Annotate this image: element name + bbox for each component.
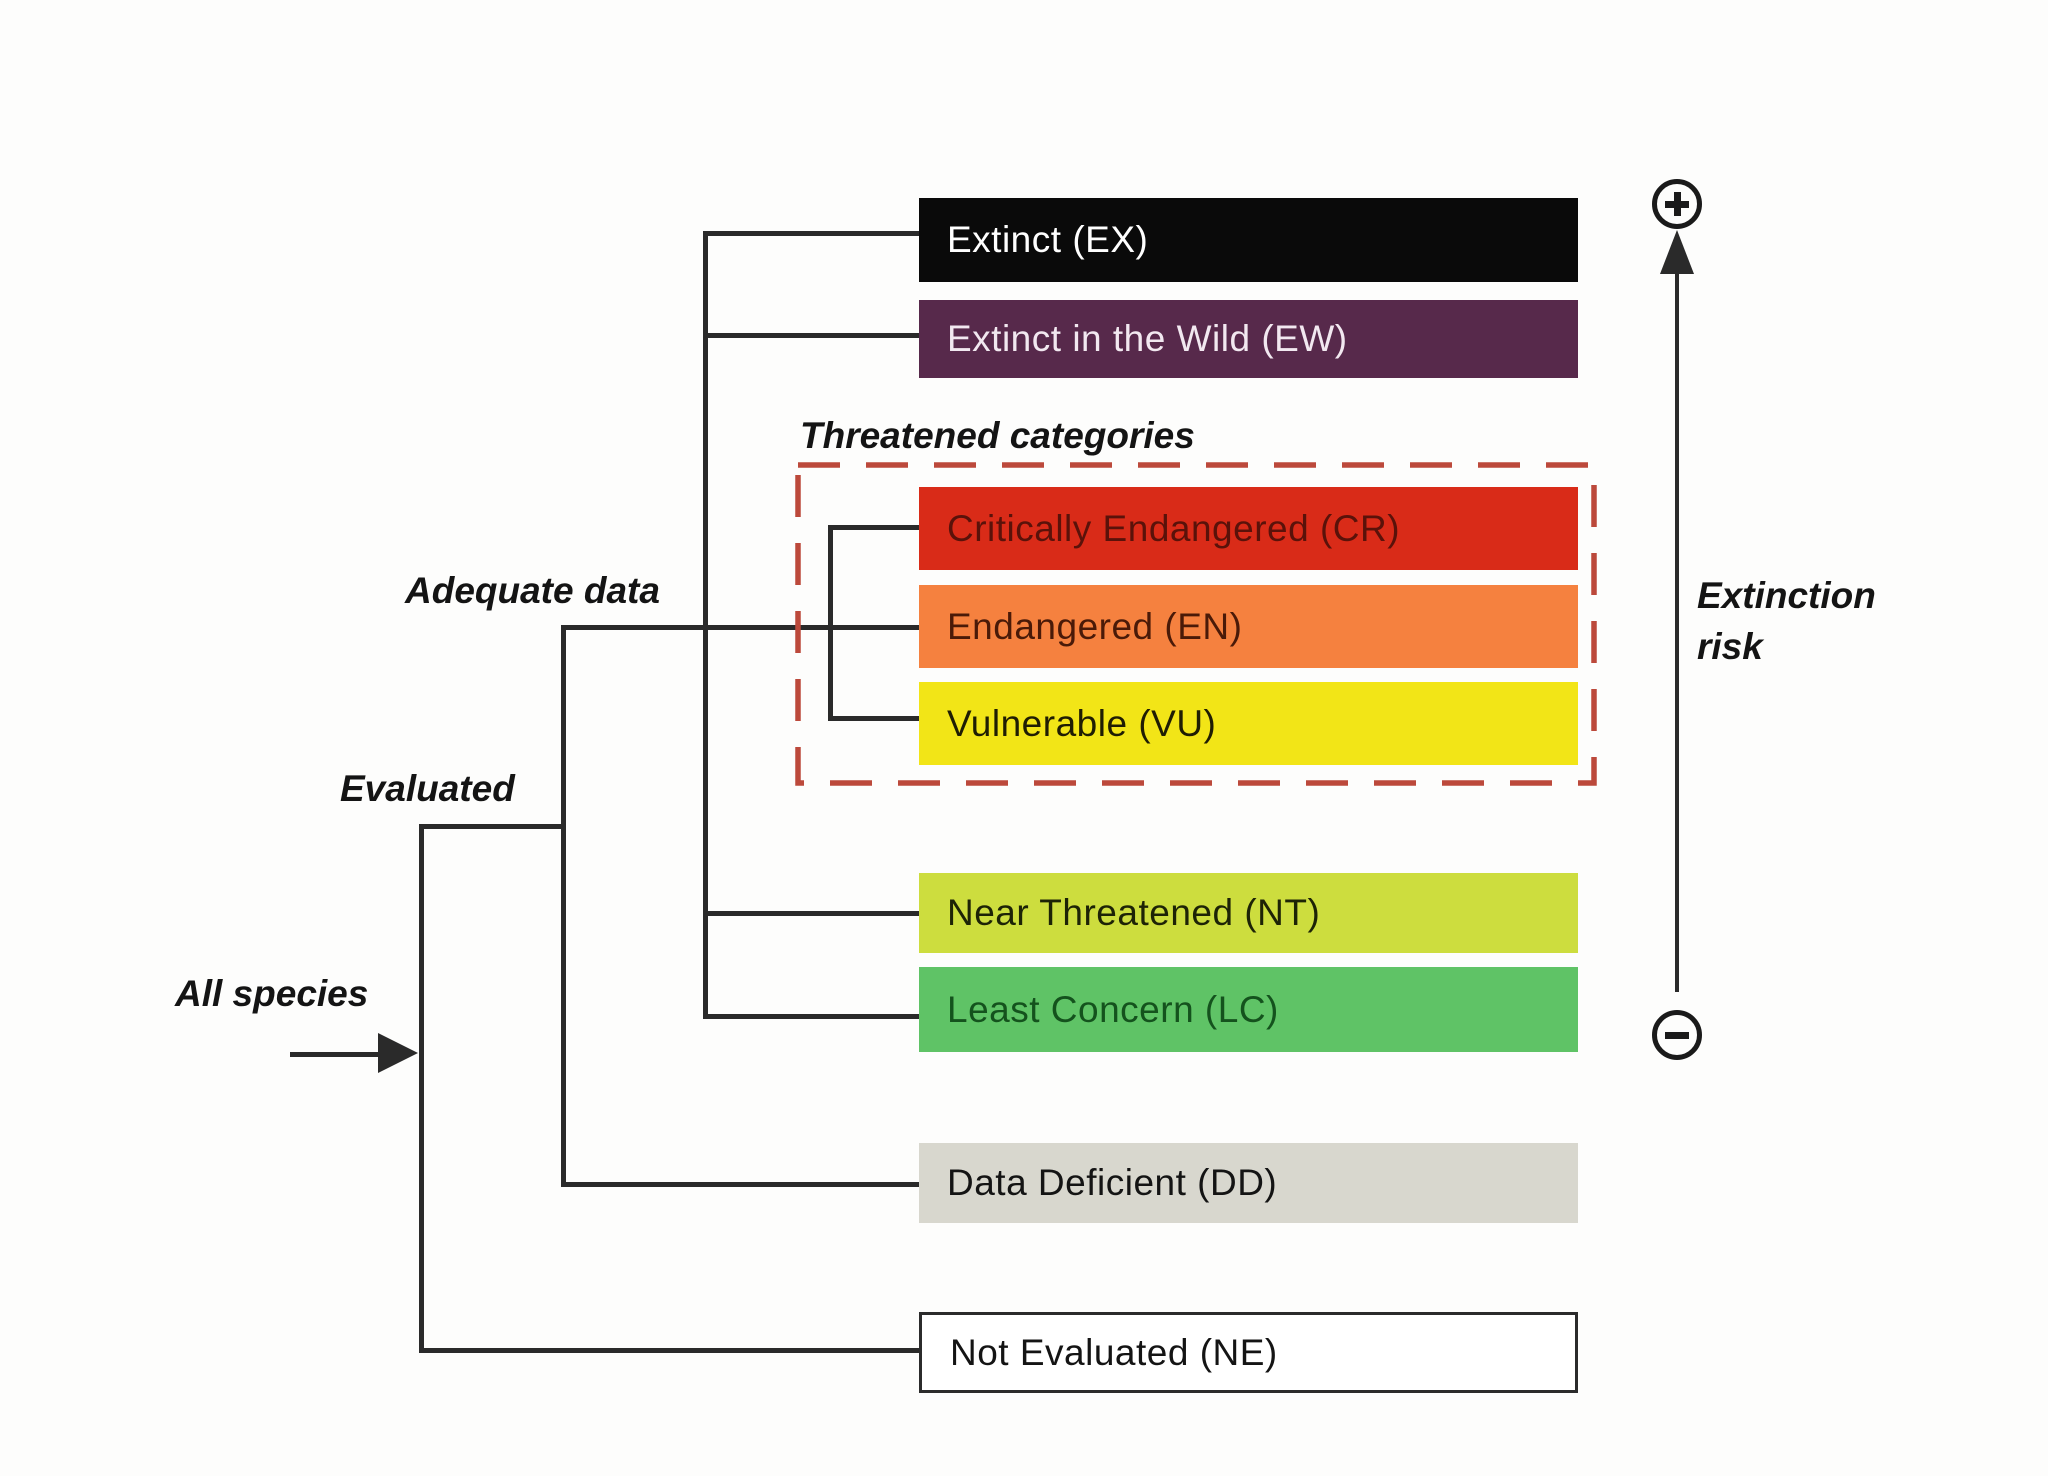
adequate-data-stem-line	[561, 625, 566, 1187]
category-bar-not-evaluated: Not Evaluated (NE)	[919, 1312, 1578, 1393]
evaluated-branch-line	[419, 824, 566, 829]
category-label-least-concern: Least Concern (LC)	[947, 988, 1279, 1030]
minus-circle-icon	[1652, 1010, 1702, 1060]
threatened-categories-box	[795, 462, 1597, 786]
category-bar-critically-endangered: Critically Endangered (CR)	[919, 487, 1578, 570]
category-bar-endangered: Endangered (EN)	[919, 585, 1578, 668]
adequate-data-branch-line	[561, 625, 920, 630]
right-arrow-icon	[378, 1033, 418, 1073]
all-species-label: All species	[175, 973, 369, 1014]
branch-ne-line	[419, 1348, 920, 1353]
branch-nt-line	[703, 911, 920, 916]
category-label-extinct: Extinct (EX)	[947, 219, 1149, 260]
branch-dd-line	[561, 1182, 920, 1187]
category-label-not-evaluated: Not Evaluated (NE)	[950, 1331, 1278, 1373]
category-label-vulnerable: Vulnerable (VU)	[947, 702, 1217, 744]
categories-spine-line	[703, 231, 708, 1019]
threatened-bracket-line	[828, 525, 833, 721]
plus-circle-icon	[1652, 179, 1702, 229]
extinction-risk-axis-line	[1675, 236, 1679, 992]
evaluated-label: Evaluated	[340, 768, 515, 809]
category-bar-extinct: Extinct (EX)	[919, 198, 1578, 282]
up-arrow-icon	[1660, 230, 1694, 274]
branch-ew-line	[703, 333, 920, 338]
branch-cr-line	[828, 525, 920, 530]
branch-ex-line	[703, 231, 920, 236]
category-bar-data-deficient: Data Deficient (DD)	[919, 1143, 1578, 1223]
right-arrow-icon	[290, 1052, 385, 1057]
branch-vu-line	[828, 716, 920, 721]
category-label-endangered: Endangered (EN)	[947, 605, 1243, 647]
threatened-categories-box-border	[795, 462, 1597, 786]
threatened-categories-label: Threatened categories	[800, 415, 1195, 456]
category-label-data-deficient: Data Deficient (DD)	[947, 1162, 1278, 1203]
evaluated-stem-line	[419, 824, 424, 1353]
category-bar-vulnerable: Vulnerable (VU)	[919, 682, 1578, 765]
extinction-risk-label: Extinction risk	[1697, 575, 1876, 668]
category-label-critically-endangered: Critically Endangered (CR)	[947, 507, 1401, 549]
adequate-data-label: Adequate data	[405, 570, 660, 611]
category-label-extinct-in-wild: Extinct in the Wild (EW)	[947, 318, 1348, 359]
category-bar-near-threatened: Near Threatened (NT)	[919, 873, 1578, 953]
category-bar-extinct-in-wild: Extinct in the Wild (EW)	[919, 300, 1578, 378]
category-label-near-threatened: Near Threatened (NT)	[947, 892, 1321, 933]
category-bar-least-concern: Least Concern (LC)	[919, 967, 1578, 1052]
branch-lc-line	[703, 1014, 920, 1019]
